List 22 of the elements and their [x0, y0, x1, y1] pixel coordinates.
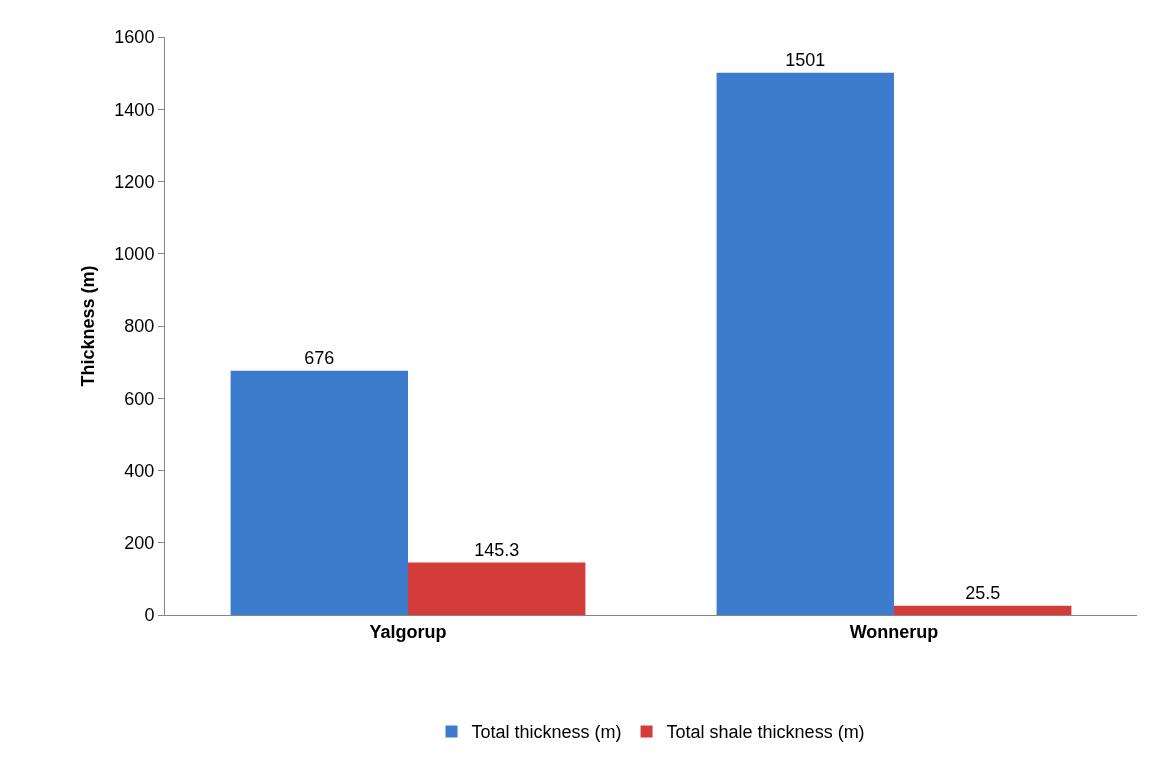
y-tick-label: 400	[124, 460, 155, 481]
x-tick-label: Yalgorup	[369, 621, 447, 642]
y-tick-label: 200	[124, 533, 155, 554]
bar	[894, 605, 1072, 615]
legend-label: Total thickness (m)	[471, 722, 622, 743]
y-tick-label: 0	[144, 605, 155, 626]
bar	[716, 72, 894, 615]
y-tick-label: 800	[124, 316, 155, 337]
bar	[408, 562, 586, 615]
data-label: 1501	[785, 49, 826, 70]
y-tick-label: 1600	[114, 27, 155, 48]
data-label: 25.5	[965, 582, 1001, 603]
y-tick-label: 1400	[114, 99, 155, 120]
y-tick-label: 1000	[114, 244, 155, 265]
y-axis-title: Thickness (m)	[77, 265, 98, 387]
legend-label: Total shale thickness (m)	[666, 722, 865, 743]
x-tick-label: Wonnerup	[849, 621, 939, 642]
bar	[230, 370, 408, 615]
y-tick-label: 600	[124, 388, 155, 409]
y-tick-label: 1200	[114, 171, 155, 192]
data-label: 676	[304, 347, 335, 368]
data-label: 145.3	[474, 539, 520, 560]
